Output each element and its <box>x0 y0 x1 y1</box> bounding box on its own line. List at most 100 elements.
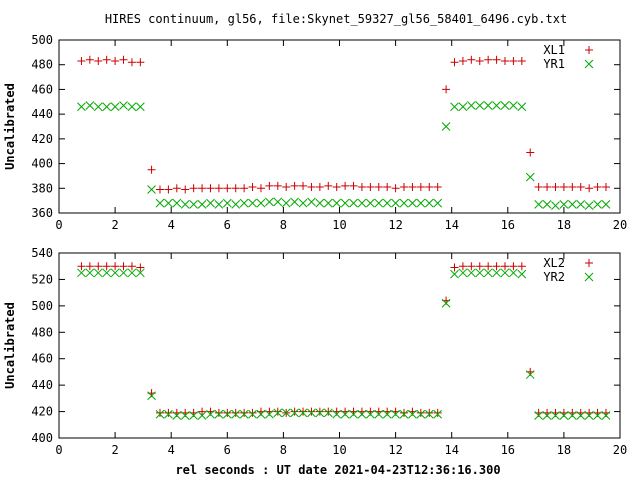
data-point-xl2 <box>240 408 249 417</box>
data-point-yr1 <box>307 197 316 207</box>
data-point-yr1 <box>256 198 266 208</box>
data-point-xl2 <box>450 263 459 272</box>
data-point-yr2 <box>332 409 342 419</box>
data-point-xl2 <box>155 408 164 417</box>
data-point-xl1 <box>559 183 568 192</box>
data-point-yr1 <box>93 102 103 112</box>
data-point-yr1 <box>534 199 544 209</box>
data-point-yr2 <box>416 409 426 419</box>
data-point-yr1 <box>119 101 128 110</box>
data-point-yr1 <box>315 198 325 208</box>
data-point-xl2 <box>467 262 476 271</box>
x-tick-label: 2 <box>111 443 118 457</box>
legend-marker-xl2 <box>585 259 593 267</box>
data-point-yr2 <box>349 409 358 419</box>
data-point-yr1 <box>340 198 350 208</box>
data-point-xl2 <box>509 262 518 271</box>
data-point-yr2 <box>441 298 451 308</box>
data-point-yr2 <box>222 409 232 419</box>
data-point-xl2 <box>416 408 425 417</box>
legend-marker-yr2 <box>584 272 594 282</box>
x-tick-label: 10 <box>332 218 346 232</box>
x-tick-label: 16 <box>501 443 515 457</box>
legend-label-xl1: XL1 <box>543 43 565 57</box>
data-point-xl2 <box>223 408 232 417</box>
x-tick-label: 6 <box>224 218 231 232</box>
data-point-xl2 <box>475 262 484 271</box>
data-point-xl1 <box>214 184 223 193</box>
data-point-xl2 <box>77 262 86 271</box>
data-point-yr1 <box>197 199 207 209</box>
top-plot: 0 2 4 6 8 10 12 14 16 18 20 360 380 400 420 440 460 480 50… <box>3 33 627 232</box>
data-point-yr2 <box>559 411 569 420</box>
y-tick-label: 500 <box>31 33 53 47</box>
data-point-yr2 <box>475 268 485 278</box>
data-point-yr1 <box>593 199 602 209</box>
data-point-yr2 <box>357 409 367 419</box>
data-point-yr2 <box>567 411 577 420</box>
y-tick-label: 480 <box>31 325 53 339</box>
x-tick-label: 4 <box>168 218 175 232</box>
data-point-yr2 <box>197 411 207 420</box>
data-point-xl1 <box>425 183 434 192</box>
data-point-xl1 <box>315 183 324 192</box>
data-point-xl2 <box>492 262 501 271</box>
data-point-yr2 <box>500 268 510 278</box>
y-tick-label: 420 <box>31 132 53 146</box>
data-point-yr2 <box>458 268 468 278</box>
data-point-yr1 <box>601 199 611 209</box>
data-point-xl2 <box>299 407 308 416</box>
data-point-yr2 <box>433 409 443 419</box>
data-point-yr1 <box>357 198 367 208</box>
legend-marker-yr1 <box>584 59 594 69</box>
data-point-xl1 <box>543 183 552 192</box>
data-point-yr2 <box>399 409 409 419</box>
data-point-yr1 <box>298 198 308 208</box>
data-point-xl2 <box>198 407 207 416</box>
data-point-yr1 <box>509 101 518 110</box>
bottom-plot: 0 2 4 6 8 10 12 14 16 18 20 400 420 440 460 480 500 520 54… <box>3 246 627 457</box>
x-axis-label: rel seconds : UT date 2021-04-23T12:36:1… <box>175 463 500 477</box>
data-point-xl2 <box>433 408 442 417</box>
data-point-yr2 <box>542 411 552 420</box>
data-point-yr1 <box>584 201 594 210</box>
data-point-yr2 <box>135 268 145 278</box>
data-point-yr1 <box>164 198 173 208</box>
data-point-yr1 <box>492 101 501 110</box>
data-point-xl1 <box>111 57 120 66</box>
data-point-yr2 <box>281 408 291 418</box>
data-point-xl1 <box>189 184 198 193</box>
data-point-xl1 <box>155 185 164 194</box>
y-tick-label: 520 <box>31 272 53 286</box>
data-point-xl2 <box>111 262 120 271</box>
data-point-yr1 <box>391 198 400 208</box>
data-point-yr1 <box>500 101 510 110</box>
y-tick-label: 360 <box>31 206 53 220</box>
x-tick-label: 16 <box>501 218 515 232</box>
data-point-yr2 <box>391 409 400 419</box>
x-tick-label: 6 <box>224 443 231 457</box>
data-point-yr2 <box>576 411 586 420</box>
data-point-yr1 <box>424 198 434 208</box>
data-point-xl1 <box>299 181 308 190</box>
data-point-xl2 <box>315 407 324 416</box>
data-point-yr2 <box>307 408 316 418</box>
data-point-xl1 <box>593 183 602 192</box>
data-point-yr1 <box>551 201 560 210</box>
data-point-xl1 <box>500 57 509 66</box>
plot-frame <box>58 252 621 439</box>
data-point-xl1 <box>585 184 594 193</box>
x-tick-label: 12 <box>388 443 402 457</box>
y-tick-label: 380 <box>31 181 53 195</box>
x-tick-label: 18 <box>557 443 571 457</box>
y-tick-label: 440 <box>31 107 53 121</box>
data-point-xl1 <box>349 181 358 190</box>
data-point-yr1 <box>248 198 257 208</box>
data-point-yr1 <box>214 199 224 209</box>
data-point-xl1 <box>576 183 585 192</box>
data-point-yr2 <box>127 268 137 278</box>
data-point-xl2 <box>102 262 111 271</box>
data-point-xl1 <box>400 183 409 192</box>
data-point-xl1 <box>324 181 333 190</box>
y-tick-label: 420 <box>31 405 53 419</box>
